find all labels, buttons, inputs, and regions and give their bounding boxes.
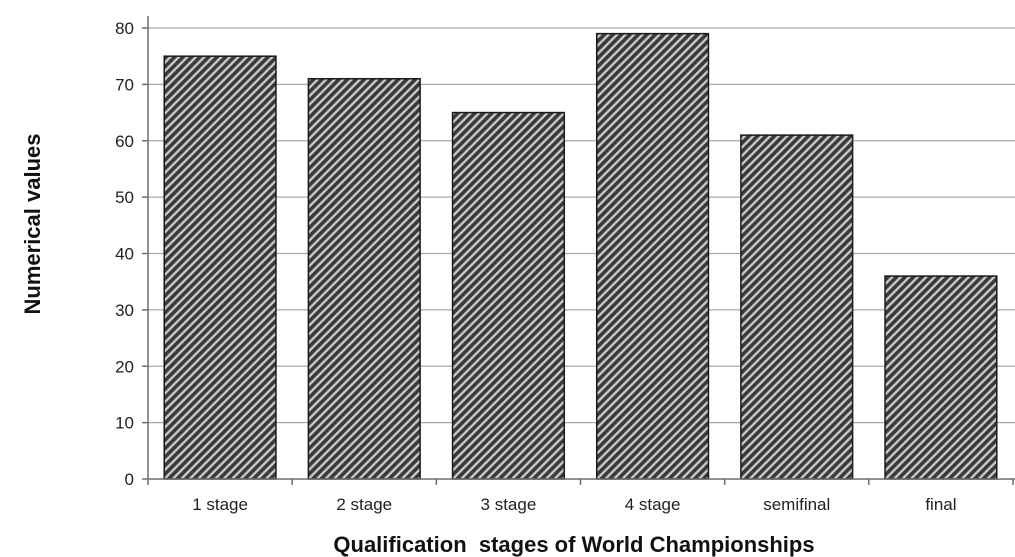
x-tick-label: 1 stage xyxy=(192,495,248,514)
bars xyxy=(163,32,998,480)
y-tick-label: 80 xyxy=(115,19,134,38)
bar-3-stage xyxy=(451,111,566,480)
y-tick-label: 20 xyxy=(115,357,134,376)
y-tick-label: 40 xyxy=(115,245,134,264)
x-axis-title: Qualification stages of World Championsh… xyxy=(333,532,814,557)
x-tick-label: 2 stage xyxy=(336,495,392,514)
bar-semifinal xyxy=(740,134,854,480)
axes xyxy=(142,16,1015,485)
x-tick-labels: 1 stage 2 stage 3 stage 4 stage semifinal fin… xyxy=(192,495,956,514)
y-tick-label: 60 xyxy=(115,132,134,151)
y-tick-label: 50 xyxy=(115,188,134,207)
x-tick-label: final xyxy=(925,495,956,514)
y-tick-labels: 0 10 20 30 40 50 60 70 80 xyxy=(115,19,134,489)
bar-4-stage xyxy=(595,32,710,480)
y-axis-title: Numerical values xyxy=(20,134,45,315)
bar-2-stage xyxy=(307,77,421,480)
y-tick-label: 30 xyxy=(115,301,134,320)
x-tick-label: 4 stage xyxy=(625,495,681,514)
y-tick-label: 10 xyxy=(115,414,134,433)
y-tick-label: 0 xyxy=(125,470,134,489)
y-tick-label: 70 xyxy=(115,75,134,94)
bar-1-stage xyxy=(163,55,277,480)
x-tick-label: semifinal xyxy=(763,495,830,514)
gridlines xyxy=(148,27,1015,424)
x-tick-label: 3 stage xyxy=(481,495,537,514)
bar-final xyxy=(884,275,998,480)
